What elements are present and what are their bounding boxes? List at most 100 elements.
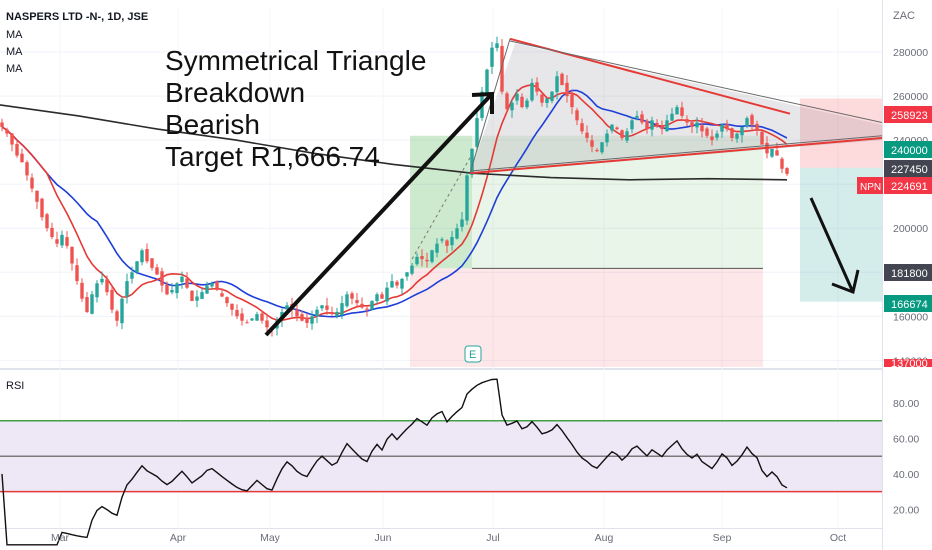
candle (695, 117, 699, 134)
earnings-marker[interactable]: E (464, 345, 482, 363)
candle-body (50, 227, 54, 238)
candle-body (410, 265, 414, 274)
price-tag-stop: 258923 (884, 106, 932, 123)
time-scale-border (0, 528, 882, 529)
candle-body (630, 120, 634, 130)
candle (760, 130, 764, 145)
candle (110, 286, 114, 314)
candle (785, 167, 789, 176)
candle-body (160, 271, 164, 286)
candle (40, 197, 44, 221)
indicator-ma-2[interactable]: MA (6, 46, 23, 58)
rsi-label[interactable]: RSI (6, 380, 24, 392)
candle-body (345, 294, 349, 307)
candle-body (540, 94, 544, 103)
candle-body (560, 73, 564, 86)
candle-body (340, 303, 344, 316)
candle-body (740, 126, 744, 136)
candle (390, 274, 394, 289)
candle-body (165, 284, 169, 295)
candle-body (550, 91, 554, 101)
candle (160, 267, 164, 293)
candle (190, 290, 194, 302)
candle (680, 101, 684, 119)
candle (675, 104, 679, 115)
candle (540, 94, 544, 107)
candle-body (600, 142, 604, 153)
candle-body (0, 122, 4, 127)
candle (715, 130, 719, 141)
candle-body (510, 102, 514, 111)
candle (640, 110, 644, 125)
time-tick-label: Sep (713, 532, 732, 544)
position-connector (411, 157, 471, 260)
candle (710, 129, 714, 146)
candle (655, 119, 659, 128)
candle (220, 288, 224, 298)
rsi-tick-label: 20.00 (893, 504, 919, 516)
candle (125, 273, 129, 304)
price-tick-label: 260000 (893, 91, 928, 103)
candle-body (420, 256, 424, 260)
candle-body (115, 311, 119, 321)
indicator-ma-1[interactable]: MA (6, 29, 23, 41)
candle (400, 277, 404, 295)
candle (180, 271, 184, 289)
candle (450, 230, 454, 251)
candle-body (455, 228, 459, 239)
candle (260, 310, 264, 324)
candle (600, 141, 604, 155)
candle-body (110, 289, 114, 310)
candle (560, 72, 564, 86)
candle (155, 263, 159, 276)
short-position-stop-zone (800, 98, 882, 168)
candle (650, 116, 654, 137)
candle-body (210, 283, 214, 287)
time-tick-label: Oct (830, 532, 846, 544)
candle (595, 148, 599, 153)
candle (165, 281, 169, 296)
candle (590, 135, 594, 153)
candle (365, 305, 369, 317)
price-tag-support: 181800 (884, 264, 932, 281)
candle (410, 263, 414, 276)
candle (305, 313, 309, 328)
candle-body (555, 76, 559, 93)
candle (415, 253, 419, 266)
candle-body (75, 265, 79, 282)
triangle-lower-trendline (469, 136, 883, 175)
indicator-ma-3[interactable]: MA (6, 63, 23, 75)
candle (65, 231, 69, 249)
svg-text:NPN: NPN (860, 182, 881, 193)
candle-body (20, 153, 24, 163)
candle (175, 282, 179, 299)
candle-body (750, 115, 754, 125)
candle-body (180, 276, 184, 283)
candle (585, 125, 589, 143)
candle-body (640, 114, 644, 123)
candle (25, 160, 29, 181)
candle-body (405, 272, 409, 277)
candle (460, 212, 464, 232)
candle-body (625, 131, 629, 141)
candle (30, 173, 34, 193)
candle-body (330, 312, 334, 315)
price-tag-target: 166674 (884, 295, 932, 312)
symbol-title[interactable]: NASPERS LTD -N-, 1D, JSE (6, 11, 148, 23)
candle (5, 127, 9, 137)
candle (115, 309, 119, 327)
time-tick-label: Jun (375, 532, 392, 544)
candle-body (310, 316, 314, 324)
candle (735, 132, 739, 143)
candle-body (650, 120, 654, 130)
candle-body (730, 128, 734, 138)
candle-body (365, 308, 369, 310)
candle-body (190, 290, 194, 301)
candle-body (315, 309, 319, 317)
candle (375, 292, 379, 305)
candle-body (665, 120, 669, 132)
candle (445, 239, 449, 253)
candle (295, 301, 299, 322)
candle-body (80, 282, 84, 299)
